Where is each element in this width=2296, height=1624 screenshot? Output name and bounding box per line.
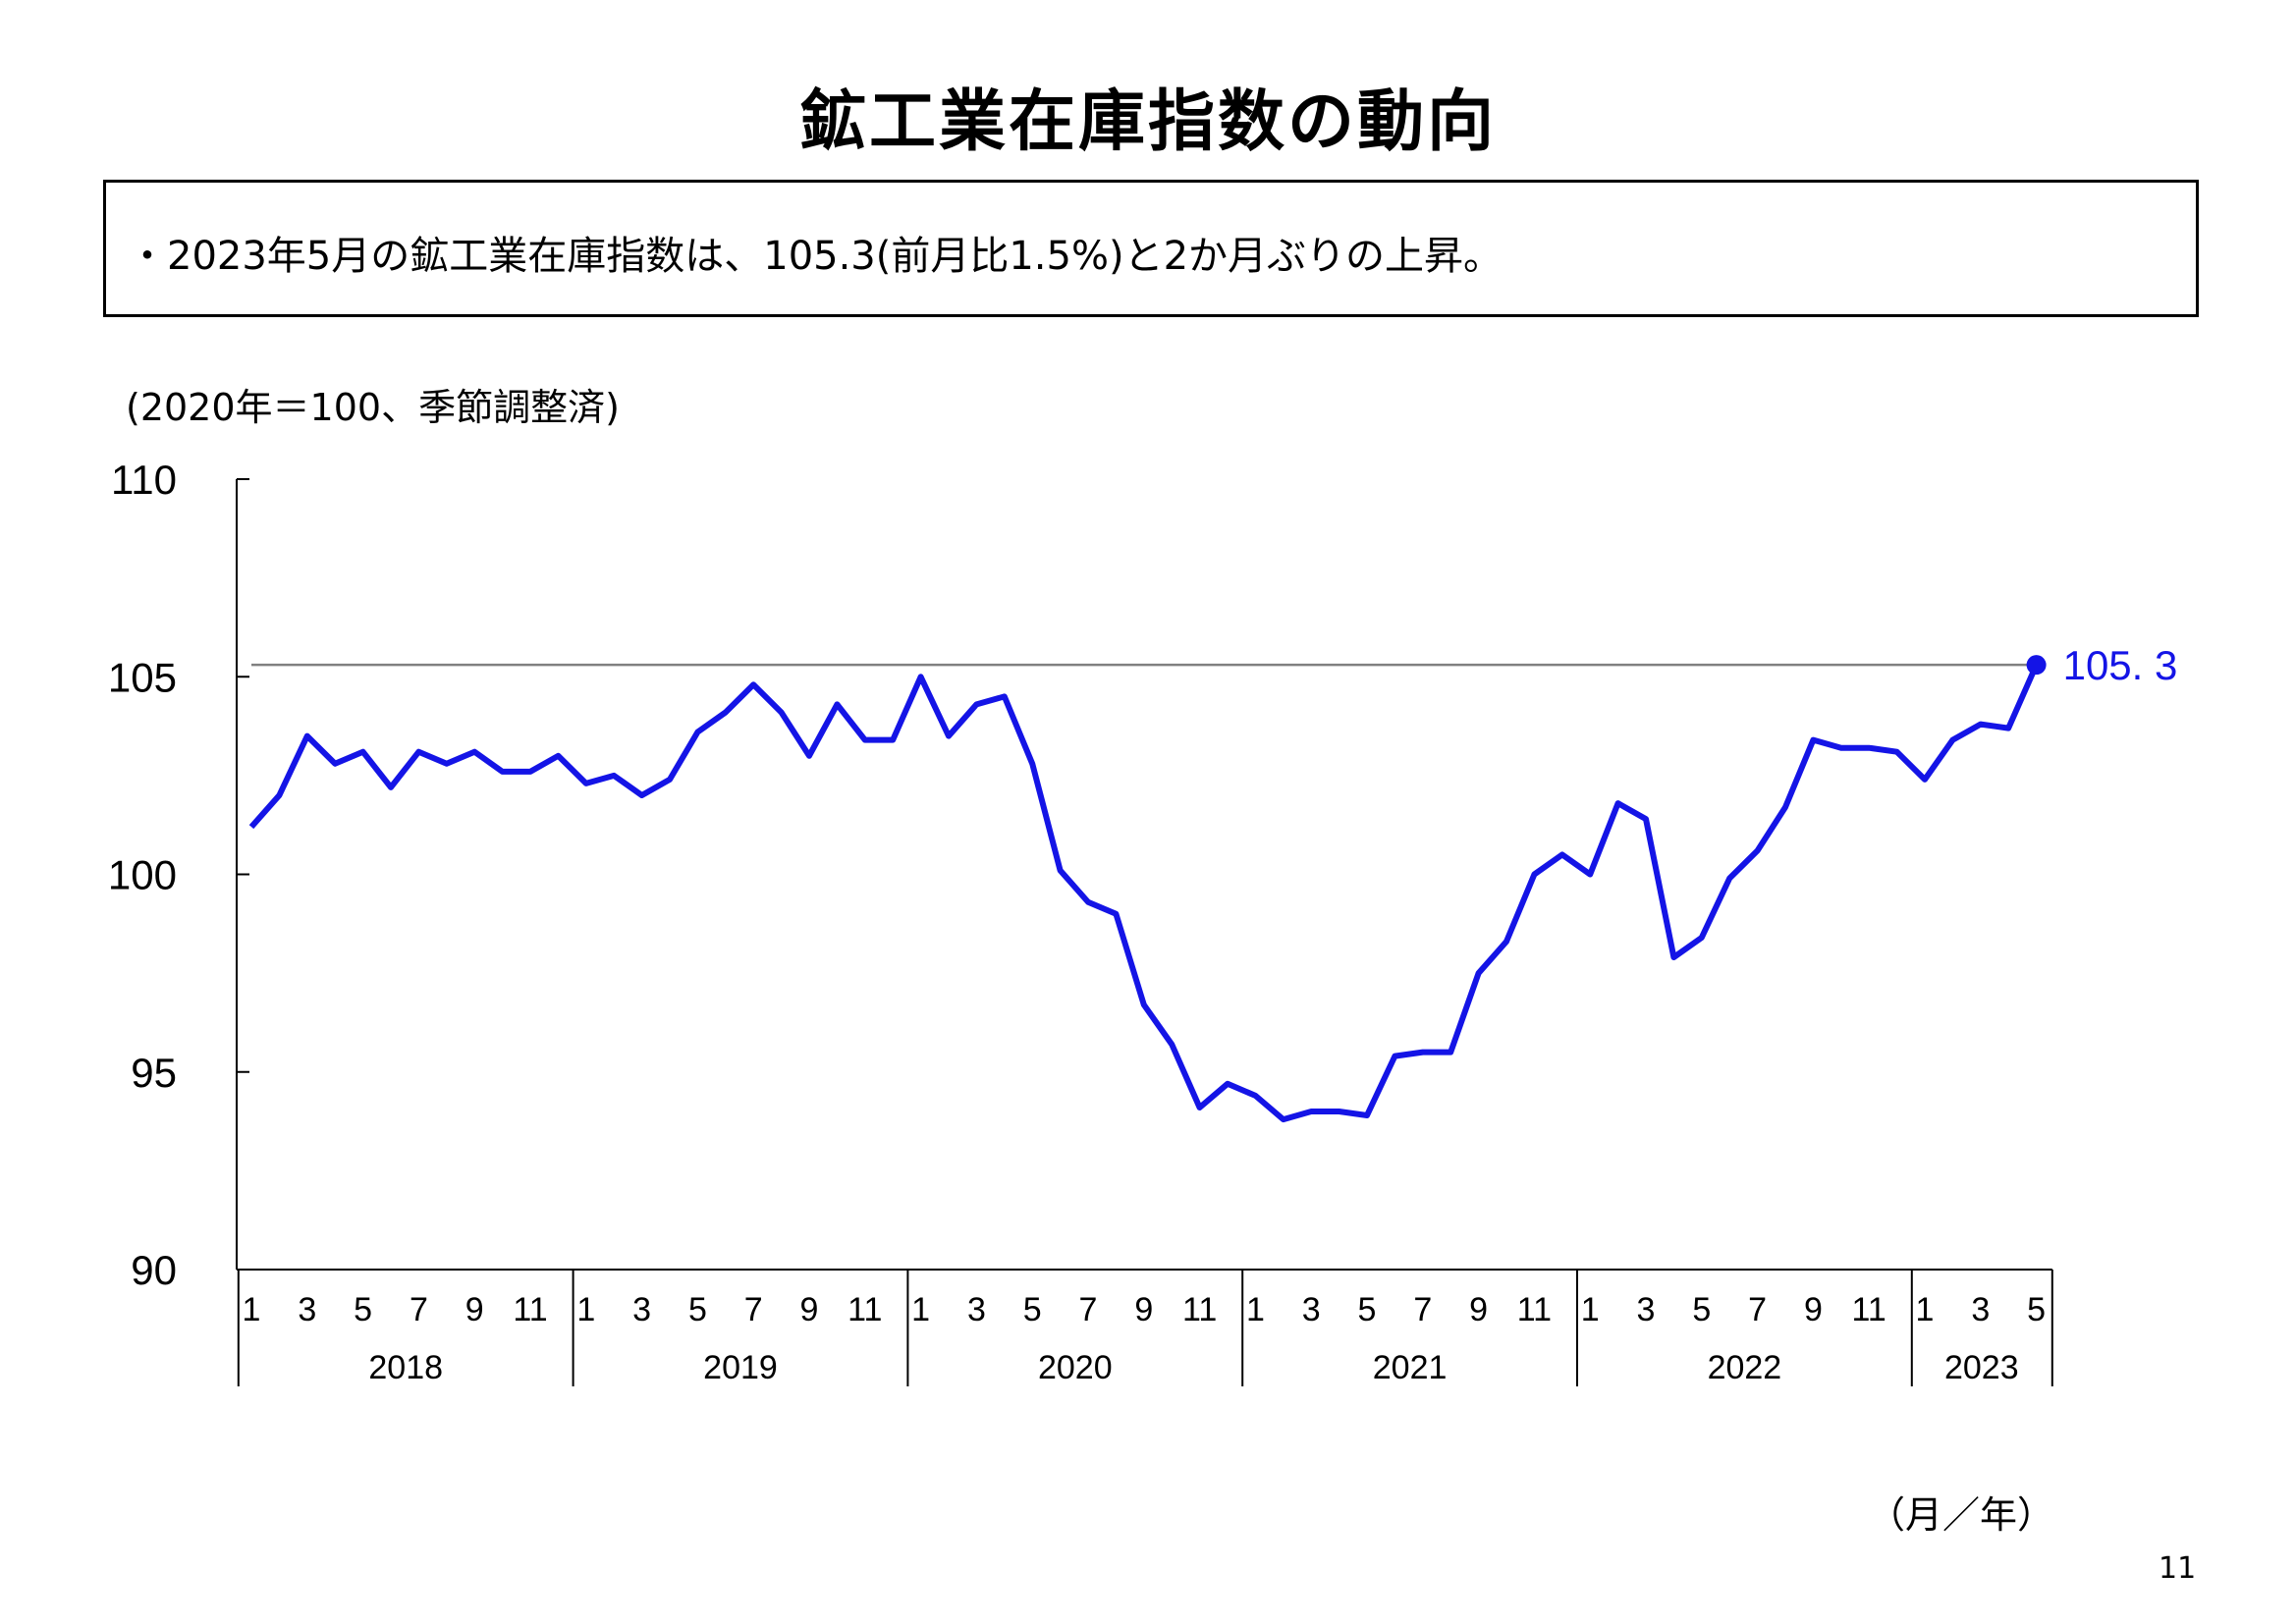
month-tick-label: 7 [1079,1291,1098,1328]
month-tick-label: 1 [911,1291,930,1328]
month-tick-label: 1 [243,1291,261,1328]
month-tick-label: 1 [576,1291,595,1328]
month-tick-label: 7 [1413,1291,1432,1328]
month-tick-label: 11 [847,1291,882,1328]
y-tick-label: 95 [131,1050,177,1096]
y-tick-label: 105 [108,654,177,700]
y-tick-label: 100 [108,852,177,898]
month-tick-label: 1 [1581,1291,1600,1328]
unit-note: (2020年＝100、季節調整済) [126,386,620,429]
month-tick-label: 5 [354,1291,372,1328]
month-tick-label: 7 [410,1291,428,1328]
month-tick-label: 3 [298,1291,316,1328]
latest-value-label: 105. 3 [2063,642,2178,688]
latest-point [2026,655,2047,676]
month-tick-label: 7 [1748,1291,1767,1328]
month-tick-label: 9 [1469,1291,1488,1328]
month-tick-label: 7 [744,1291,763,1328]
month-tick-label: 5 [1692,1291,1711,1328]
year-label: 2019 [703,1349,778,1386]
page-number: 11 [2159,1551,2197,1586]
y-tick-label: 110 [111,457,177,503]
month-tick-label: 5 [2027,1291,2046,1328]
month-tick-label: 11 [1182,1291,1217,1328]
month-tick-label: 3 [1637,1291,1656,1328]
year-label: 2018 [368,1349,443,1386]
month-tick-label: 1 [1246,1291,1265,1328]
summary-text: ・2023年5月の鉱工業在庫指数は、105.3(前月比1.5%)と2か月ぶりの上… [128,234,1503,279]
month-tick-label: 3 [1302,1291,1321,1328]
month-tick-label: 5 [1023,1291,1042,1328]
year-label: 2023 [1944,1349,2019,1386]
month-tick-label: 11 [513,1291,547,1328]
year-label: 2020 [1038,1349,1113,1386]
month-tick-label: 3 [632,1291,651,1328]
series-line [248,663,2040,1123]
month-tick-label: 9 [465,1291,484,1328]
month-tick-label: 5 [1358,1291,1377,1328]
month-tick-label: 11 [1517,1291,1552,1328]
year-label: 2022 [1708,1349,1782,1386]
month-tick-label: 1 [1916,1291,1935,1328]
month-tick-label: 9 [1134,1291,1153,1328]
month-tick-label: 9 [800,1291,819,1328]
month-tick-label: 11 [1852,1291,1886,1328]
y-tick-label: 90 [131,1247,177,1293]
month-tick-label: 5 [688,1291,707,1328]
month-tick-label: 9 [1804,1291,1823,1328]
summary-box: ・2023年5月の鉱工業在庫指数は、105.3(前月比1.5%)と2か月ぶりの上… [103,180,2199,317]
month-tick-label: 3 [967,1291,986,1328]
page-title: 鉱工業在庫指数の動向 [798,83,1497,161]
month-tick-label: 3 [1971,1291,1990,1328]
year-label: 2021 [1373,1349,1448,1386]
x-axis-unit: （月／年） [1868,1493,2055,1537]
